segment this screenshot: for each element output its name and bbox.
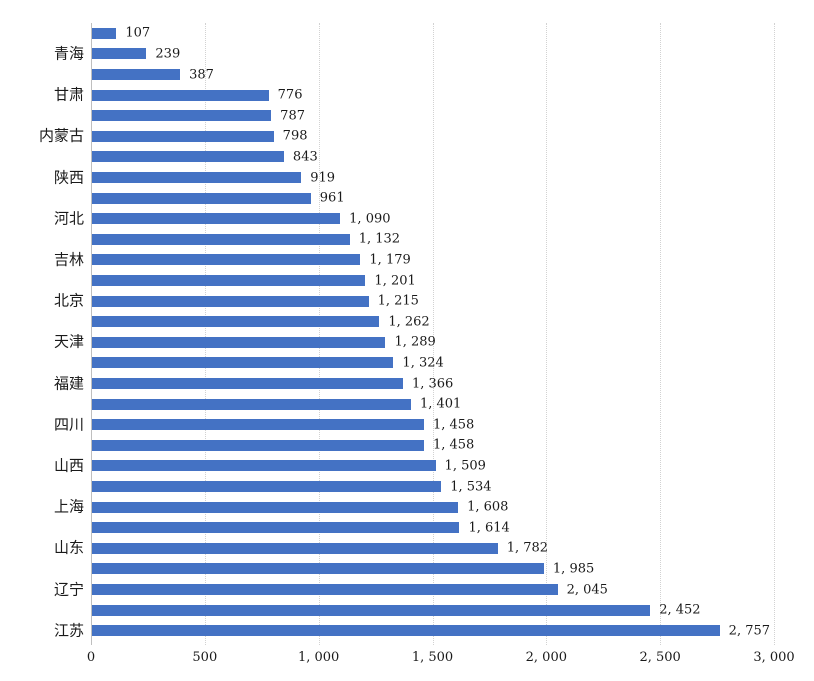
value-label: 1, 608 xyxy=(467,499,509,515)
x-tick-label: 500 xyxy=(192,650,218,665)
bar xyxy=(92,89,269,101)
value-label: 1, 201 xyxy=(374,273,416,288)
x-tick-label: 2, 000 xyxy=(525,650,567,665)
bar xyxy=(92,501,459,513)
value-label: 1, 366 xyxy=(411,376,454,391)
gridline xyxy=(204,23,206,645)
bar xyxy=(92,419,424,431)
bar xyxy=(92,542,498,554)
category-label: 吉林 xyxy=(53,250,84,269)
gridline xyxy=(546,23,548,645)
value-label: 1, 458 xyxy=(432,417,475,433)
value-label: 1, 534 xyxy=(450,479,492,494)
category-label: 河北 xyxy=(53,209,84,228)
bar xyxy=(92,563,544,575)
bar xyxy=(92,233,350,245)
x-tick-label: 1, 500 xyxy=(411,650,454,665)
bar xyxy=(92,27,117,39)
bar xyxy=(92,316,380,328)
bar xyxy=(92,172,302,183)
value-label: 1, 215 xyxy=(377,293,419,309)
value-label: 239 xyxy=(155,46,181,62)
category-label: 内蒙古 xyxy=(38,126,84,145)
value-label: 776 xyxy=(277,87,303,103)
gridline xyxy=(660,23,662,645)
category-label: 甘肃 xyxy=(53,85,84,104)
category-label: 山西 xyxy=(53,456,84,475)
bar xyxy=(92,48,147,60)
value-label: 1, 985 xyxy=(552,561,595,577)
value-label: 1, 179 xyxy=(369,252,411,268)
bar xyxy=(92,295,369,307)
category-label: 福建 xyxy=(53,374,84,392)
bar xyxy=(92,254,361,266)
value-label: 1, 509 xyxy=(444,458,486,474)
value-label: 2, 757 xyxy=(728,623,771,639)
value-label: 107 xyxy=(125,25,151,41)
value-label: 1, 458 xyxy=(432,437,475,453)
value-label: 843 xyxy=(292,149,318,165)
bar xyxy=(92,604,651,616)
bar xyxy=(92,357,394,369)
bar xyxy=(92,460,436,472)
gridline xyxy=(318,23,320,645)
value-label: 961 xyxy=(319,190,345,206)
bar xyxy=(92,192,311,204)
bar xyxy=(92,151,284,163)
value-label: 787 xyxy=(280,108,305,124)
bar xyxy=(92,481,442,492)
gridline xyxy=(432,23,434,645)
value-label: 1, 132 xyxy=(358,231,401,247)
value-label: 1, 090 xyxy=(349,211,391,227)
bar xyxy=(92,378,403,389)
value-label: 1, 324 xyxy=(402,355,444,371)
bar xyxy=(92,110,272,122)
category-label: 青海 xyxy=(53,44,84,63)
bar xyxy=(92,69,181,80)
category-label: 四川 xyxy=(53,415,84,434)
bar xyxy=(92,336,386,348)
value-label: 1, 262 xyxy=(388,314,430,330)
x-tick-label: 0 xyxy=(86,650,96,665)
bar xyxy=(92,130,274,142)
category-label: 北京 xyxy=(53,291,84,310)
value-label: 1, 401 xyxy=(419,396,462,412)
category-label: 辽宁 xyxy=(53,580,84,598)
bar xyxy=(92,625,720,637)
category-label: 上海 xyxy=(53,497,84,516)
value-label: 1, 782 xyxy=(506,540,549,556)
bar xyxy=(92,398,411,410)
x-tick-label: 3, 000 xyxy=(753,650,795,665)
value-label: 1, 289 xyxy=(394,334,436,350)
value-label: 919 xyxy=(310,170,336,185)
category-label: 山东 xyxy=(53,538,84,557)
x-tick-label: 1, 000 xyxy=(297,650,340,665)
x-tick-label: 2, 500 xyxy=(639,650,681,665)
bar xyxy=(92,275,366,286)
value-label: 2, 045 xyxy=(566,582,608,597)
value-label: 798 xyxy=(282,128,308,144)
bar xyxy=(92,584,558,595)
bar xyxy=(92,213,341,225)
category-label: 陕西 xyxy=(53,168,84,186)
bar xyxy=(92,439,424,451)
value-label: 1, 614 xyxy=(468,520,510,536)
value-label: 2, 452 xyxy=(659,602,701,618)
value-label: 387 xyxy=(189,67,214,82)
category-label: 天津 xyxy=(53,332,84,351)
gridline xyxy=(774,23,775,645)
category-label: 江苏 xyxy=(53,621,84,640)
y-axis-line xyxy=(91,23,92,645)
bar xyxy=(92,522,460,534)
